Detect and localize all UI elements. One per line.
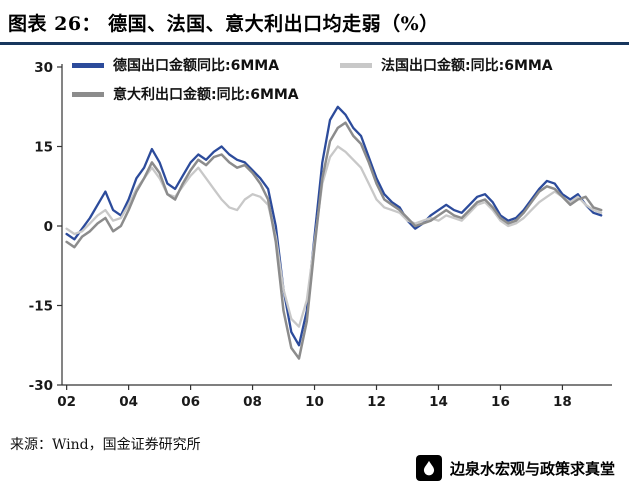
legend-label: 意大利出口金额:同比:6MMA [113,87,299,103]
svg-text:14: 14 [429,394,448,410]
svg-text:10: 10 [305,394,324,410]
legend-item: 法国出口金额:同比:6MMA [340,55,553,75]
source-note: 来源：Wind，国金证券研究所 [10,437,201,453]
svg-text:16: 16 [491,394,510,410]
legend-swatch [72,62,104,68]
watermark: 边泉水宏观与政策求真堂 [415,455,615,481]
svg-text:08: 08 [243,394,262,410]
legend-swatch [72,91,104,97]
svg-text:04: 04 [119,394,138,410]
chart-area: 30 15 0 -15 -30 02 04 06 08 10 12 14 16 18 德国出口金额同比:6… [8,53,621,425]
svg-text:15: 15 [34,140,53,156]
legend-swatch [340,62,372,68]
legend-item: 意大利出口金额:同比:6MMA [72,84,330,104]
chart-legend: 德国出口金额同比:6MMA 法国出口金额:同比:6MMA 意大利出口金额:同比:6M… [72,55,553,104]
legend-label: 法国出口金额:同比:6MMA [381,58,553,74]
figure-title: 图表 26： 德国、法国、意大利出口均走弱（%） [8,13,439,35]
legend-label: 德国出口金额同比:6MMA [113,58,280,74]
svg-text:02: 02 [57,394,76,410]
legend-item: 德国出口金额同比:6MMA [72,55,330,75]
svg-text:30: 30 [34,60,53,76]
figure-title-bar: 图表 26： 德国、法国、意大利出口均走弱（%） [0,0,629,45]
svg-text:12: 12 [367,394,386,410]
watermark-text: 边泉水宏观与政策求真堂 [449,459,615,478]
svg-text:0: 0 [44,219,53,235]
watermark-logo-icon [415,455,442,481]
svg-text:18: 18 [553,394,572,410]
svg-text:-15: -15 [29,299,53,315]
svg-text:-30: -30 [29,378,53,394]
svg-text:06: 06 [181,394,200,410]
